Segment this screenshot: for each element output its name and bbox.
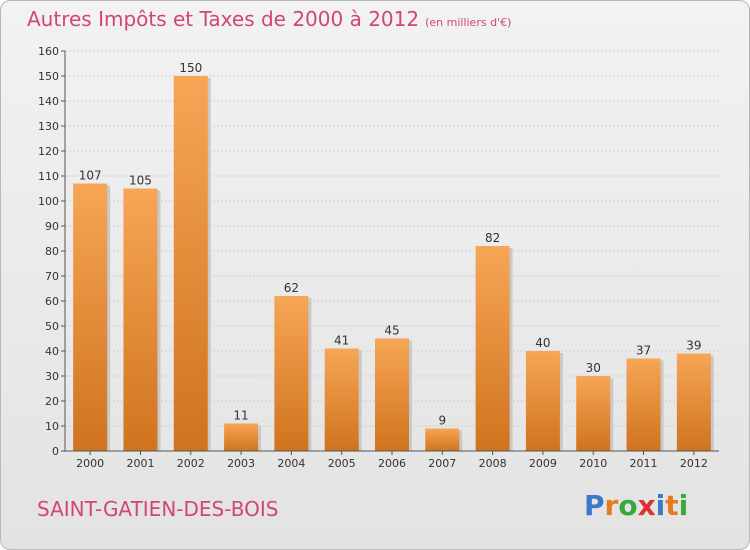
x-tick-label: 2007 [428,457,456,470]
x-tick-label: 2001 [126,457,154,470]
bar-value-label: 45 [384,324,399,338]
bar-value-label: 105 [129,174,152,188]
x-tick-label: 2012 [680,457,708,470]
y-tick-label: 10 [45,420,59,433]
logo-letter: o [618,489,638,522]
x-axis: 2000 2001 2002 2003 2004 2005 2006 2007 2008 2009… [65,450,719,470]
bars: 107 105 150 11 62 41 45 9 82 40 30 37 39 [73,61,714,451]
x-tick-label: 2006 [378,457,406,470]
y-tick-label: 80 [45,245,59,258]
x-tick-label: 2000 [76,457,104,470]
bar-value-label: 40 [535,336,550,350]
bar [475,246,510,451]
x-tick-label: 2003 [227,457,255,470]
logo-letter: i [655,489,666,522]
y-tick-label: 160 [38,45,59,58]
x-tick-label: 2008 [479,457,507,470]
bar-value-label: 11 [233,409,248,423]
bar [173,76,208,451]
bar-value-label: 150 [179,61,202,75]
bar [324,348,359,451]
x-tick-label: 2009 [529,457,557,470]
x-tick-label: 2011 [630,457,658,470]
bar-value-label: 37 [636,344,651,358]
y-tick-label: 0 [52,445,59,458]
place-name: SAINT-GATIEN-DES-BOIS [37,497,279,521]
chart-title-text: Autres Impôts et Taxes de 2000 à 2012 [27,7,420,31]
bar-value-label: 82 [485,231,500,245]
bar [576,376,611,451]
y-tick-label: 50 [45,320,59,333]
proxiti-logo[interactable]: Proxiti [584,489,688,522]
y-tick-label: 150 [38,70,59,83]
chart-title: Autres Impôts et Taxes de 2000 à 2012 (en… [27,7,511,31]
y-tick-label: 70 [45,270,59,283]
logo-letter: x [637,489,656,522]
bar [626,358,661,451]
bar [274,296,309,451]
y-tick-label: 110 [38,170,59,183]
x-tick-label: 2004 [277,457,305,470]
logo-letter: t [665,489,679,522]
bar-value-label: 41 [334,334,349,348]
logo-letter: P [584,489,605,522]
y-axis: 0 10 20 30 40 50 60 70 80 90 100 110 120 130 140 150 160 [38,45,66,458]
y-tick-label: 20 [45,395,59,408]
bar [73,183,108,451]
y-tick-label: 60 [45,295,59,308]
x-tick-label: 2005 [328,457,356,470]
x-tick-label: 2010 [579,457,607,470]
bar-value-label: 62 [284,281,299,295]
chart-title-unit: (en milliers d'€) [425,16,512,29]
y-tick-label: 120 [38,145,59,158]
bar-value-label: 9 [438,414,446,428]
bar-value-label: 39 [686,339,701,353]
bar [375,338,409,451]
logo-letter: r [604,489,619,522]
logo-letter: i [678,489,689,522]
bar [676,353,711,451]
y-tick-label: 30 [45,370,59,383]
x-tick-label: 2002 [177,457,205,470]
y-tick-label: 40 [45,345,59,358]
y-tick-label: 140 [38,95,59,108]
bar [123,188,158,451]
bar-value-label: 30 [586,361,601,375]
bar [224,423,259,451]
bar-value-label: 107 [79,169,102,183]
y-tick-label: 90 [45,220,59,233]
y-tick-label: 100 [38,195,59,208]
bar [525,351,560,451]
bar [425,428,460,451]
y-tick-label: 130 [38,120,59,133]
